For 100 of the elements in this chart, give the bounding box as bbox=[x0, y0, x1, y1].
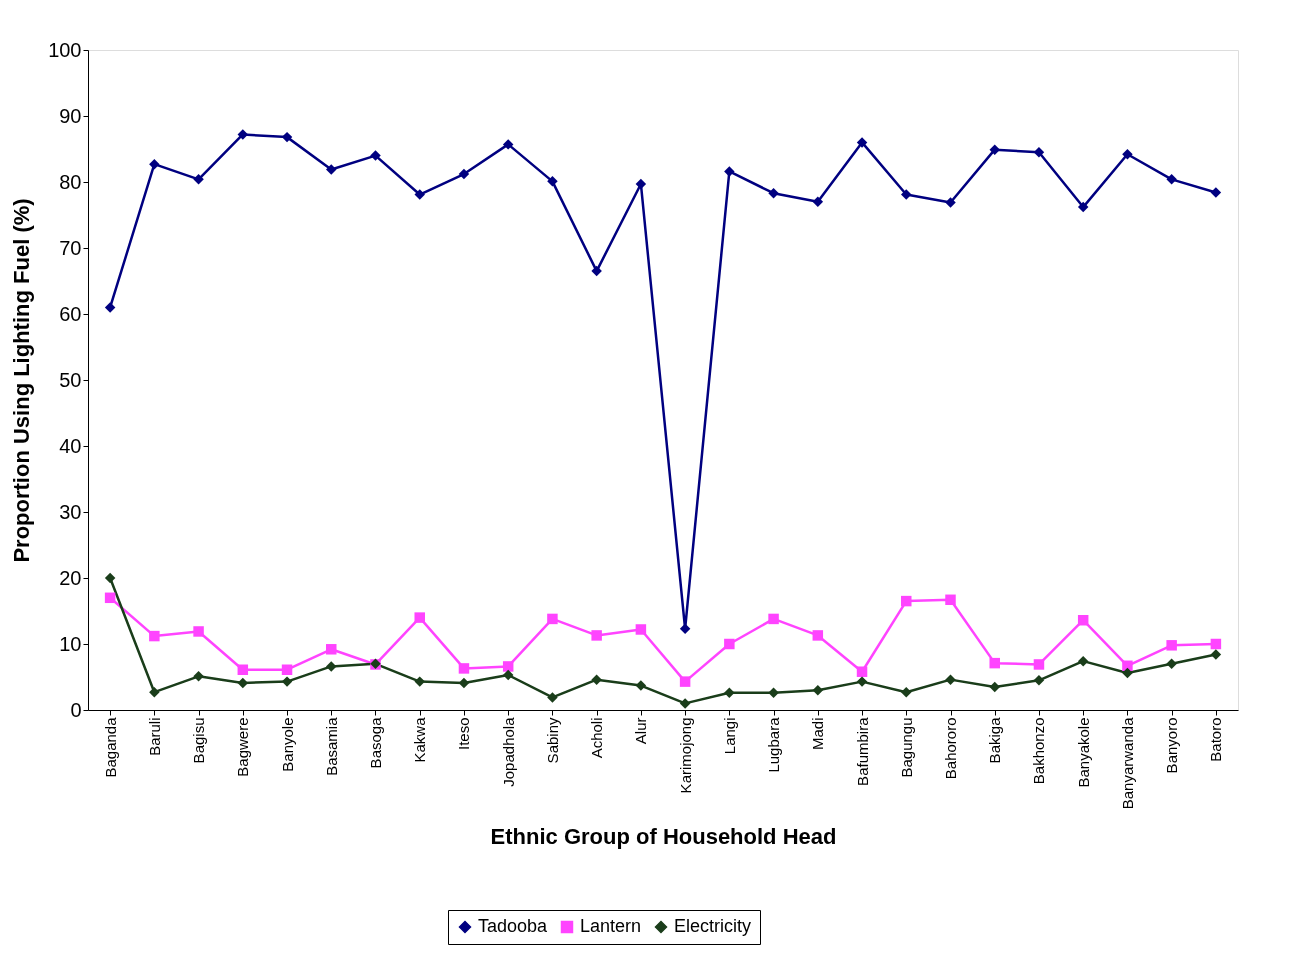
point bbox=[281, 676, 293, 687]
point bbox=[856, 666, 868, 677]
x-tick-label: Banyoro bbox=[1163, 717, 1181, 774]
point bbox=[901, 595, 912, 607]
point bbox=[1210, 187, 1222, 198]
y-tick-label: 70 bbox=[59, 236, 82, 259]
x-tick-label: Karimojong bbox=[676, 717, 694, 794]
point bbox=[1077, 655, 1089, 667]
x-tick-label: Basoga bbox=[367, 716, 384, 769]
x-tick-label: Bagungu bbox=[897, 717, 915, 778]
point bbox=[635, 680, 647, 691]
legend-label: Lantern bbox=[580, 916, 642, 936]
legend-label: Electricity bbox=[674, 916, 752, 936]
point bbox=[104, 302, 116, 313]
y-tick-label: 10 bbox=[59, 632, 82, 655]
point bbox=[149, 630, 160, 642]
point bbox=[945, 674, 956, 685]
point bbox=[768, 613, 779, 625]
point bbox=[326, 644, 337, 655]
point bbox=[547, 692, 558, 703]
point bbox=[281, 664, 293, 675]
y-tick-label: 90 bbox=[59, 104, 82, 127]
point bbox=[547, 176, 558, 187]
y-tick-label: 20 bbox=[59, 566, 82, 589]
x-tick-label: Sabiny bbox=[543, 717, 561, 764]
point bbox=[370, 150, 381, 161]
y-tick-label: 100 bbox=[48, 38, 82, 61]
point bbox=[591, 674, 602, 685]
point bbox=[1210, 638, 1222, 650]
point bbox=[458, 168, 470, 180]
y-tick-label: 0 bbox=[70, 698, 82, 721]
x-tick-label: Bagwere bbox=[234, 717, 252, 777]
point bbox=[989, 144, 1000, 155]
point bbox=[635, 624, 647, 635]
legend-label: Tadooba bbox=[478, 916, 549, 936]
point bbox=[812, 196, 824, 208]
point bbox=[989, 681, 1000, 693]
y-tick-label: 30 bbox=[59, 500, 82, 523]
point bbox=[591, 630, 602, 641]
y-axis-title: Proportion Using Lighting Fuel (%) bbox=[9, 198, 35, 563]
point bbox=[237, 664, 249, 675]
x-tick-label: Kakwa bbox=[411, 716, 429, 763]
point bbox=[768, 687, 779, 699]
x-tick-label: Baganda bbox=[101, 716, 119, 778]
point bbox=[768, 187, 779, 199]
y-tick-label: 60 bbox=[59, 302, 82, 325]
x-tick-label: Lugbara bbox=[765, 716, 783, 773]
point bbox=[945, 197, 956, 208]
point bbox=[193, 174, 204, 185]
point bbox=[414, 612, 425, 623]
x-tick-label: Bafumbira bbox=[853, 716, 871, 786]
point bbox=[458, 677, 470, 689]
point bbox=[193, 671, 204, 682]
point bbox=[326, 661, 337, 672]
point bbox=[679, 676, 691, 687]
point bbox=[1033, 147, 1045, 158]
point bbox=[1166, 658, 1177, 670]
point bbox=[193, 626, 204, 637]
y-tick-label: 80 bbox=[59, 170, 82, 193]
point bbox=[414, 189, 425, 200]
x-tick-label: Banyarwanda bbox=[1118, 716, 1136, 810]
x-tick-label: Bahororo bbox=[942, 717, 959, 780]
x-tick-label: Baruli bbox=[145, 717, 163, 756]
point bbox=[901, 686, 912, 698]
point bbox=[812, 684, 824, 696]
point bbox=[856, 137, 868, 148]
point bbox=[635, 178, 647, 190]
y-tick-label: 40 bbox=[59, 434, 82, 457]
x-tick-label: Batoro bbox=[1207, 717, 1225, 762]
x-tick-label: Iteso bbox=[455, 717, 473, 751]
point bbox=[502, 139, 514, 150]
x-tick-label: Alur bbox=[632, 717, 650, 745]
x-tick-label: Banyole bbox=[278, 717, 296, 772]
point bbox=[724, 638, 735, 650]
point bbox=[502, 661, 514, 672]
point bbox=[414, 676, 425, 687]
x-tick-label: Banyakole bbox=[1074, 717, 1092, 788]
point bbox=[1210, 649, 1222, 660]
point bbox=[104, 592, 116, 604]
point bbox=[1077, 615, 1089, 626]
point bbox=[1077, 201, 1089, 213]
x-tick-label: Acholi bbox=[588, 717, 606, 759]
point bbox=[1122, 667, 1133, 679]
point bbox=[901, 189, 912, 200]
y-tick-label: 50 bbox=[59, 368, 82, 391]
x-tick-label: Madi bbox=[809, 717, 827, 751]
point bbox=[1122, 660, 1133, 672]
point bbox=[812, 630, 824, 641]
point bbox=[1033, 675, 1045, 686]
point bbox=[237, 129, 249, 140]
x-tick-label: Basamia bbox=[322, 716, 340, 776]
x-tick-label: Langi bbox=[720, 717, 738, 755]
point bbox=[104, 572, 116, 584]
point bbox=[989, 657, 1000, 669]
point bbox=[149, 686, 160, 698]
point bbox=[679, 698, 691, 709]
point bbox=[1166, 174, 1177, 185]
x-axis-title: Ethnic Group of Household Head bbox=[490, 824, 837, 850]
point bbox=[1166, 640, 1177, 651]
point bbox=[1033, 659, 1045, 670]
